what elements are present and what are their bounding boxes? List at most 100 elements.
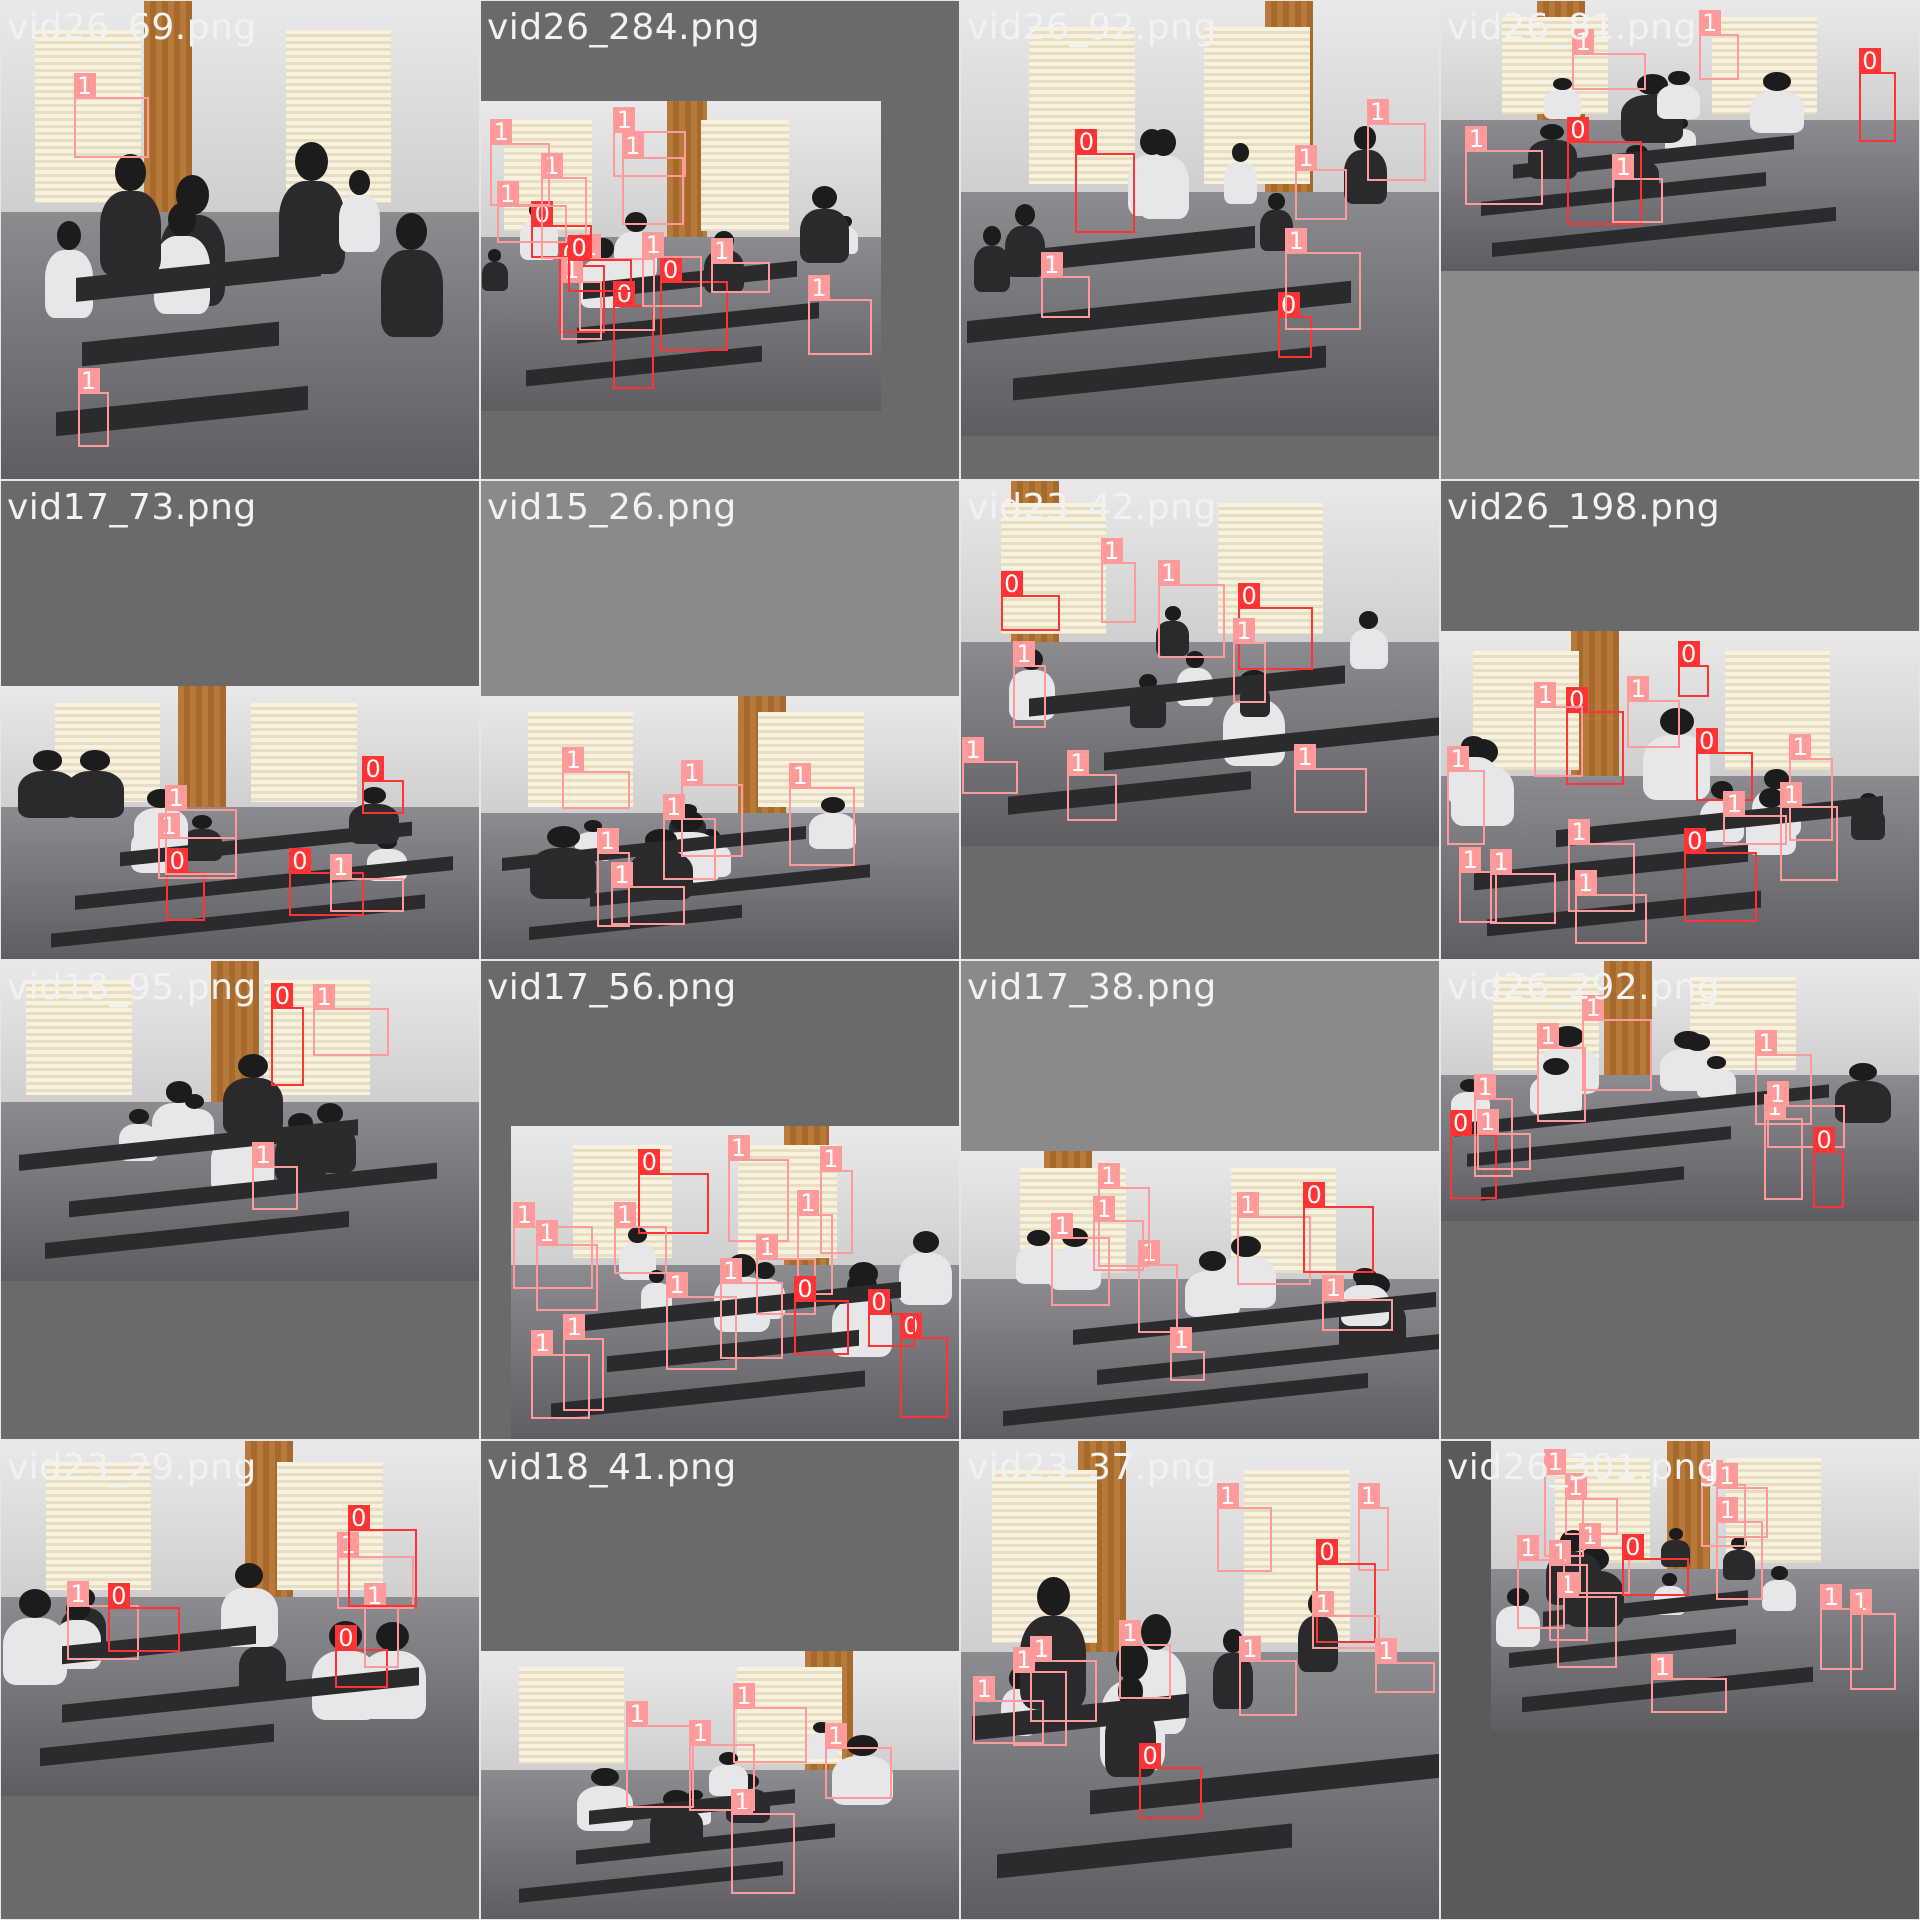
classroom-photo [961, 1151, 1439, 1439]
detection-box: 1 [1716, 1497, 1763, 1601]
tile-filename: vid15_26.png [487, 487, 737, 528]
class-tag: 0 [638, 1149, 661, 1176]
detection-box: 1 [689, 1719, 756, 1811]
detection-box: 1 [1285, 227, 1362, 331]
class-tag: 0 [1139, 1743, 1162, 1770]
detection-box: 1 [824, 1722, 893, 1799]
detection-box: 1 [1582, 995, 1652, 1092]
detection-box: 1 [1012, 640, 1046, 728]
class-tag: 1 [1534, 681, 1557, 708]
detection-box: 1 [1651, 1654, 1727, 1713]
detection-box: 1 [1051, 1212, 1111, 1307]
class-tag: 1 [680, 760, 703, 787]
class-tag: 0 [347, 1505, 370, 1532]
classroom-photo [481, 1651, 959, 1919]
class-tag: 0 [1277, 292, 1300, 319]
mosaic-tile: 1 1 1 1 1 vid18_41.png [480, 1440, 960, 1920]
detection-box: 0 [334, 1624, 389, 1688]
detection-box: 0 [1303, 1181, 1374, 1273]
detection-box: 1 [1459, 847, 1497, 923]
mosaic-tile: 0 1 1 0 1 1 vid26_92.png [960, 0, 1440, 480]
class-tag: 1 [1366, 99, 1389, 126]
class-tag: 1 [1233, 618, 1256, 645]
detection-box: 0 [1139, 1743, 1202, 1819]
class-tag: 1 [535, 1220, 558, 1247]
class-tag: 1 [496, 181, 519, 208]
detection-box: 1 [1465, 126, 1544, 205]
class-tag: 0 [1677, 641, 1700, 668]
class-tag: 0 [1695, 727, 1718, 754]
detection-box: 0 [1449, 1109, 1498, 1199]
class-tag: 1 [1698, 9, 1721, 36]
detection-box: 0 [1677, 641, 1710, 698]
class-tag: 1 [1312, 1591, 1335, 1618]
detection-box: 0 [1813, 1126, 1844, 1208]
class-tag: 0 [793, 1276, 816, 1303]
detection-box: 1 [531, 1330, 590, 1420]
detection-box: 1 [562, 747, 630, 809]
mosaic-tile: 1 1 1 1 1 1 vid15_26.png [480, 480, 960, 960]
detection-box: 1 [1295, 144, 1348, 221]
class-tag: 1 [1612, 153, 1635, 180]
class-tag: 1 [796, 1190, 819, 1217]
detection-box: 1 [1766, 1081, 1845, 1148]
detection-box: 1 [731, 1788, 795, 1895]
detection-box: 0 [1000, 571, 1061, 632]
detection-box: 1 [973, 1675, 1045, 1744]
class-tag: 1 [1537, 1022, 1560, 1049]
tile-filename: vid26_69.png [7, 7, 257, 48]
detection-box: 1 [789, 763, 855, 867]
detection-box: 1 [1755, 1030, 1812, 1125]
class-tag: 1 [1375, 1638, 1398, 1665]
class-tag: 1 [1051, 1212, 1074, 1239]
class-tag: 1 [1465, 126, 1488, 153]
detection-box: 1 [77, 367, 109, 447]
class-tag: 1 [1097, 1163, 1120, 1190]
tile-filename: vid26_92.png [967, 7, 1217, 48]
class-tag: 1 [252, 1141, 275, 1168]
class-tag: 1 [710, 237, 733, 264]
detection-box: 1 [1012, 1647, 1067, 1747]
detection-box: 1 [1357, 1482, 1390, 1571]
detection-box: 1 [962, 736, 1018, 794]
detection-box: 1 [1100, 537, 1137, 623]
detection-box: 0 [1277, 292, 1312, 359]
detection-box: 1 [1612, 153, 1664, 224]
classroom-photo [961, 481, 1439, 846]
detection-box: 1 [680, 760, 744, 857]
class-tag: 1 [1651, 1654, 1674, 1681]
detection-box: 1 [1556, 1571, 1617, 1668]
classroom-photo [1, 1, 479, 479]
detection-box: 1 [1564, 1474, 1619, 1535]
detection-box: 0 [1567, 117, 1643, 225]
class-tag: 1 [1294, 743, 1317, 770]
detection-box: 1 [490, 118, 551, 207]
detection-box: 1 [1066, 750, 1118, 821]
class-tag: 1 [733, 1682, 756, 1709]
classroom-photo [481, 696, 959, 959]
class-tag: 1 [621, 133, 644, 160]
class-tag: 1 [1157, 559, 1180, 586]
class-tag: 1 [540, 152, 563, 179]
class-tag: 1 [1780, 781, 1803, 808]
class-tag: 0 [166, 847, 189, 874]
class-tag: 1 [562, 747, 585, 774]
class-tag: 1 [1447, 746, 1470, 773]
detection-box: 1 [662, 794, 716, 881]
detection-box: 1 [496, 181, 567, 243]
tile-filename: vid26_292.png [1447, 967, 1721, 1008]
detection-box: 0 [1858, 47, 1896, 143]
detection-box: 1 [666, 1271, 737, 1370]
class-tag: 1 [1216, 1483, 1239, 1510]
mosaic-tile: 1 1 vid26_69.png [0, 0, 480, 480]
classroom-photo [961, 1, 1439, 436]
class-tag: 1 [1574, 869, 1597, 896]
class-tag: 1 [1357, 1482, 1380, 1509]
detection-box: 0 [288, 848, 364, 917]
detection-box: 1 [710, 237, 770, 293]
class-tag: 1 [819, 1146, 842, 1173]
class-tag: 0 [1567, 117, 1590, 144]
class-tag: 1 [1100, 537, 1123, 564]
class-tag: 1 [1238, 1635, 1261, 1662]
detection-box: 1 [329, 854, 405, 913]
